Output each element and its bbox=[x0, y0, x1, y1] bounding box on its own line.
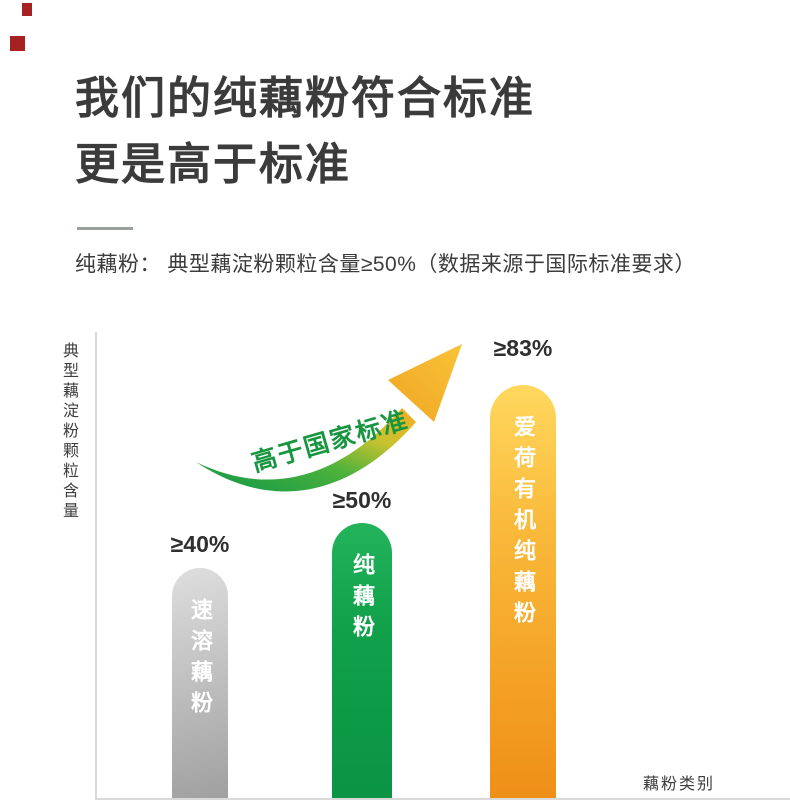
title-line-1: 我们的纯藕粉符合标准 bbox=[75, 74, 535, 123]
bar-category-label: 爱荷有机纯藕粉 bbox=[511, 415, 536, 632]
title-divider bbox=[77, 227, 133, 230]
title-line-2: 更是高于标准 bbox=[75, 140, 351, 189]
page-title: 我们的纯藕粉符合标准 更是高于标准 bbox=[75, 66, 535, 198]
bar-value-label-organic: ≥83% bbox=[493, 335, 553, 361]
bar-value-label-instant: ≥40% bbox=[170, 531, 230, 557]
bar-instant-lotus-powder: 速溶藕粉 bbox=[172, 568, 228, 798]
bar-organic-pure-lotus-powder: 爱荷有机纯藕粉 bbox=[490, 385, 556, 798]
bar-value-label-pure: ≥50% bbox=[332, 487, 392, 513]
y-axis-line bbox=[95, 332, 97, 800]
bar-category-label: 纯藕粉 bbox=[350, 553, 375, 646]
growth-arrow-icon bbox=[196, 344, 462, 492]
bar-category-label: 速溶藕粉 bbox=[188, 598, 213, 722]
bar-pure-lotus-powder: 纯藕粉 bbox=[332, 523, 392, 798]
subtitle: 纯藕粉： 典型藕淀粉颗粒含量≥50%（数据来源于国际标准要求） bbox=[75, 253, 696, 276]
x-axis-label: 藕粉类别 bbox=[643, 776, 716, 793]
red-seal-mark bbox=[10, 36, 25, 51]
x-axis-line bbox=[95, 798, 790, 800]
y-axis-label: 典型藕淀粉颗粒含量 bbox=[60, 342, 77, 522]
red-seal-mark bbox=[22, 3, 32, 16]
